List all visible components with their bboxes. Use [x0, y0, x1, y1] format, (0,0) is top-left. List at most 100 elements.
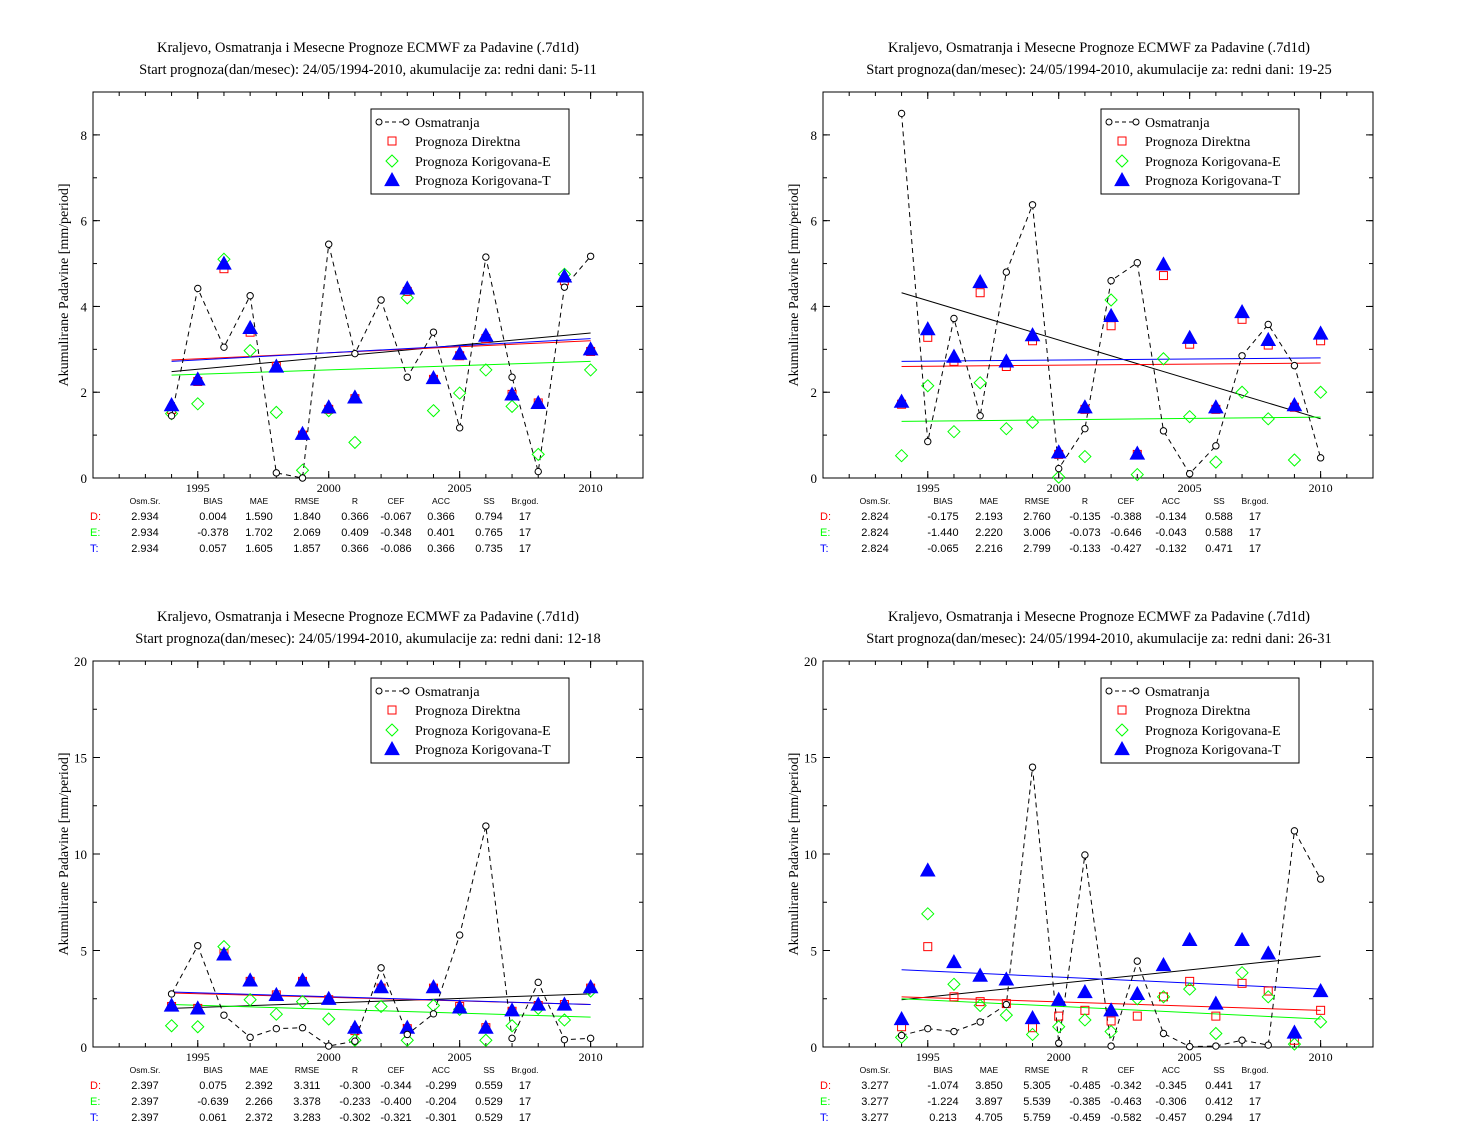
y-tick-label: 10 — [74, 847, 87, 862]
y-tick-label: 6 — [81, 214, 88, 229]
marker-corr-t — [893, 393, 910, 408]
stats-cell: 5.539 — [1023, 1096, 1051, 1108]
stats-cell: 2.824 — [861, 527, 889, 539]
stats-cell: 3.277 — [861, 1096, 889, 1108]
legend-corr-e-marker — [1115, 154, 1129, 168]
x-tick-label: 1995 — [186, 1050, 210, 1064]
marker-corr-e — [269, 405, 284, 420]
marker-obs — [455, 931, 464, 939]
marker-obs — [1316, 454, 1325, 462]
marker-obs — [586, 1034, 595, 1043]
stats-header-cell: Osm.Sr. — [860, 496, 891, 506]
marker-direct — [1106, 1016, 1116, 1026]
marker-corr-e — [322, 1012, 336, 1026]
marker-corr-e — [400, 291, 414, 305]
marker-obs — [403, 1030, 411, 1039]
stats-header-cell: Osm.Sr. — [860, 1065, 891, 1075]
stats-cell: 17 — [519, 1080, 531, 1092]
marker-obs — [950, 1027, 958, 1036]
stats-cell: -0.134 — [1155, 511, 1186, 523]
y-tick-label: 15 — [74, 751, 87, 766]
y-axis-label: Akumulirane Padavine [mm/period] — [57, 753, 72, 956]
stats-cell: 2.799 — [1023, 543, 1051, 555]
marker-corr-e — [1078, 1013, 1092, 1027]
stats-cell: 0.075 — [199, 1080, 227, 1092]
marker-obs — [1264, 320, 1272, 329]
y-axis-label: Akumulirane Padavine [mm/period] — [787, 753, 802, 956]
marker-corr-t — [1155, 256, 1172, 271]
plot-frame — [822, 91, 1374, 479]
x-tick-label: 1995 — [186, 481, 210, 495]
legend-corr-t-marker — [1114, 171, 1130, 187]
marker-corr-e — [1052, 1020, 1066, 1034]
marker-corr-t — [972, 967, 988, 982]
y-tick-label: 15 — [804, 751, 817, 766]
stats-cell: -0.132 — [1155, 543, 1186, 555]
stats-row-label: T: — [820, 543, 829, 555]
stats-cell: 0.366 — [341, 511, 369, 523]
chart-subtitle: Start prognoza(dan/mesec): 24/05/1994-20… — [135, 631, 600, 647]
marker-corr-t — [972, 273, 988, 289]
marker-obs — [1081, 424, 1089, 433]
marker-corr-e — [164, 1019, 179, 1033]
marker-corr-e — [1156, 352, 1171, 366]
marker-corr-e — [1209, 1026, 1223, 1041]
stats-cell: -0.321 — [380, 1112, 411, 1124]
stats-cell: 2.760 — [1023, 511, 1051, 523]
stats-cell: -0.043 — [1155, 527, 1186, 539]
marker-direct — [1211, 1011, 1221, 1021]
marker-corr-t — [1286, 1024, 1303, 1039]
marker-obs — [220, 1011, 228, 1019]
stats-header-cell: SS — [483, 1065, 495, 1075]
stats-cell: -0.385 — [1069, 1096, 1100, 1108]
chart-subtitle: Start prognoza(dan/mesec): 24/05/1994-20… — [866, 631, 1331, 647]
stats-cell: 2.934 — [131, 527, 159, 539]
stats-cell: -0.073 — [1069, 527, 1100, 539]
marker-obs — [1107, 277, 1115, 285]
marker-corr-t — [998, 971, 1015, 986]
marker-corr-t — [504, 386, 520, 401]
marker-corr-e — [243, 343, 257, 358]
chart-title: Kraljevo, Osmatranja i Mesecne Prognoze … — [888, 40, 1310, 56]
marker-obs — [1081, 851, 1089, 859]
marker-corr-t — [189, 1000, 206, 1015]
marker-corr-t — [1260, 945, 1277, 960]
stats-cell: 0.409 — [341, 527, 369, 539]
stats-header-cell: CEF — [388, 1065, 405, 1075]
marker-corr-t — [399, 280, 416, 295]
legend-obs-marker — [402, 687, 410, 695]
legend: Osmatranja Prognoza Direktna Prognoza Kori… — [370, 677, 570, 764]
stats-cell: -0.067 — [380, 511, 411, 523]
marker-obs — [246, 292, 254, 300]
marker-corr-t — [1103, 307, 1119, 322]
marker-direct — [975, 288, 985, 298]
stats-header-cell: CEF — [1118, 496, 1135, 506]
stats-cell: 17 — [519, 527, 531, 539]
marker-corr-e — [269, 1007, 284, 1021]
chart-panel-3: Kraljevo, Osmatranja i Mesecne Prognoze … — [57, 609, 644, 1124]
plot-frame — [92, 91, 644, 479]
marker-direct — [1106, 321, 1116, 331]
stats-row-label: D: — [90, 511, 101, 523]
marker-corr-e — [191, 1020, 205, 1034]
y-tick-label: 4 — [811, 299, 818, 314]
legend-direct-marker — [387, 705, 397, 715]
x-tick-label: 2005 — [1178, 481, 1202, 495]
stats-cell: -0.463 — [1110, 1096, 1141, 1108]
marker-corr-e — [479, 363, 493, 377]
stats-cell: -0.301 — [425, 1112, 456, 1124]
marker-corr-t — [347, 1019, 363, 1034]
marker-obs — [560, 283, 569, 291]
stats-row-label: T: — [90, 1112, 99, 1124]
stats-header-cell: RMSE — [1025, 1065, 1050, 1075]
stats-cell: 1.605 — [245, 543, 273, 555]
legend-obs-marker — [1132, 687, 1140, 695]
stats-cell: 3.006 — [1023, 527, 1051, 539]
stats-header-cell: SS — [1213, 1065, 1225, 1075]
stats-header-cell: MAE — [250, 1065, 269, 1075]
stats-header-cell: Osm.Sr. — [130, 496, 161, 506]
marker-corr-t — [1312, 983, 1329, 998]
legend-corr-t-marker — [1114, 740, 1130, 756]
marker-obs — [482, 253, 490, 261]
stats-cell: -1.224 — [927, 1096, 958, 1108]
